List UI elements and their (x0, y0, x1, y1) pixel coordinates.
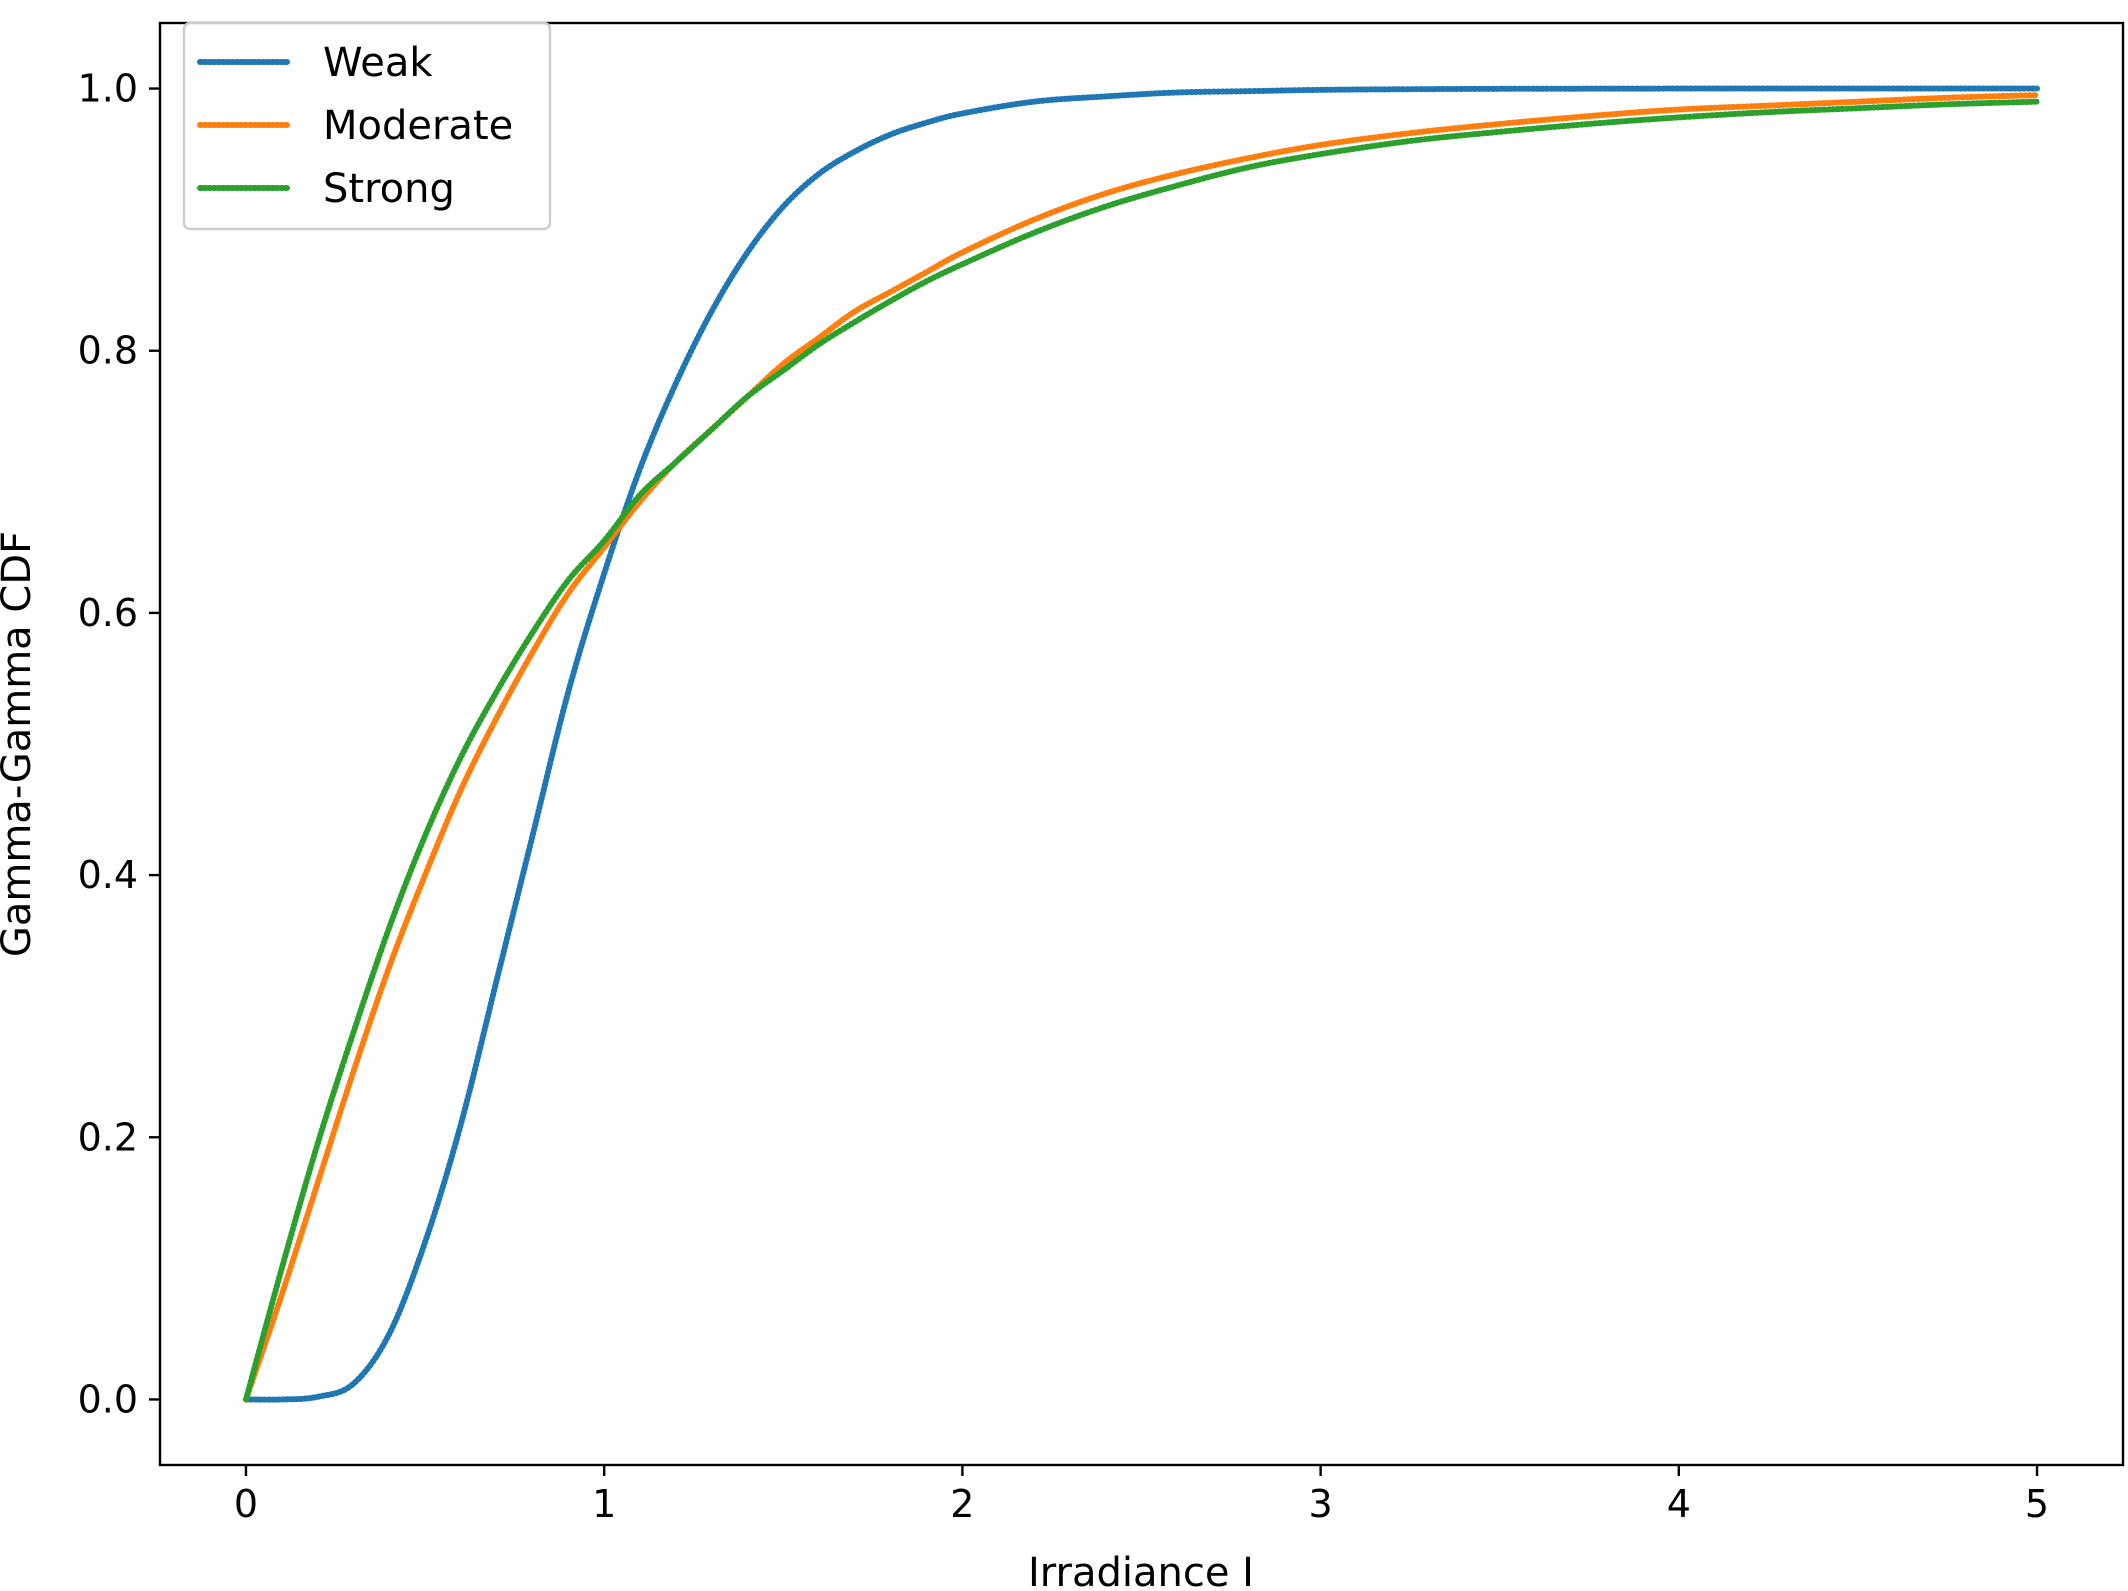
series-line-moderate (242, 92, 2041, 1403)
y-axis-ticks: 0.0 0.2 0.4 0.6 0.8 1.0 (78, 67, 160, 1421)
x-axis-ticks: 0 1 2 3 4 5 (234, 1465, 2049, 1526)
y-tick-label: 0.2 (78, 1115, 138, 1159)
y-tick-label: 0.4 (78, 853, 138, 897)
legend-frame (182, 21, 552, 231)
x-tick-label: 2 (950, 1482, 974, 1526)
plot-area-frame (158, 21, 2125, 1467)
series-line-weak (242, 85, 2041, 1403)
series-line-strong (242, 98, 2041, 1403)
y-tick-label: 1.0 (78, 67, 138, 111)
x-tick-label: 0 (234, 1482, 258, 1526)
legend-label-moderate: Moderate (323, 103, 513, 149)
x-tick-label: 5 (2025, 1482, 2049, 1526)
legend-label-weak: Weak (323, 40, 433, 86)
x-tick-label: 4 (1667, 1482, 1691, 1526)
y-tick-label: 0.0 (78, 1377, 138, 1421)
x-axis-label: Irradiance I (1028, 1550, 1254, 1591)
y-tick-label: 0.8 (78, 329, 138, 373)
y-tick-label: 0.6 (78, 591, 138, 635)
legend-items: Weak Moderate Strong (197, 40, 513, 212)
y-axis-label: Gamma-Gamma CDF (0, 531, 40, 957)
legend: Weak Moderate Strong (182, 21, 552, 231)
x-tick-label: 1 (592, 1482, 616, 1526)
series-lines (242, 85, 2041, 1403)
x-tick-label: 3 (1309, 1482, 1333, 1526)
legend-label-strong: Strong (323, 166, 455, 212)
